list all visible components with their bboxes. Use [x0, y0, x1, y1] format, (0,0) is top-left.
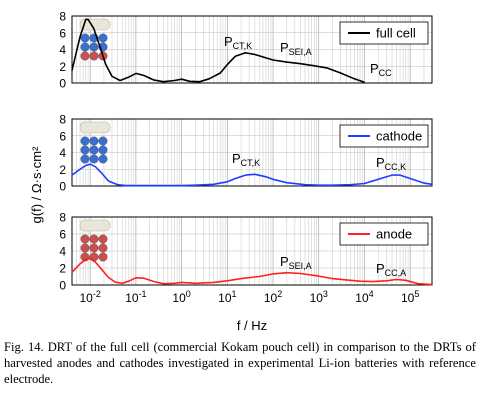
- x-tick-label: 100: [172, 289, 190, 305]
- x-tick-label: 10-2: [80, 289, 101, 305]
- y-tick-label: 6: [59, 26, 66, 40]
- x-tick-exponent: -1: [139, 289, 147, 299]
- x-tick-base: 10: [218, 291, 232, 305]
- peak-annotation-sub: CT,K: [241, 158, 261, 168]
- peak-annotation-sub: CC,A: [385, 268, 407, 278]
- peak-annotation-main: P: [376, 261, 385, 276]
- x-tick-exponent: 0: [186, 289, 191, 299]
- peak-annotation-sub: CC: [379, 68, 392, 78]
- x-tick-base: 10: [401, 291, 415, 305]
- x-tick-label: 101: [218, 289, 236, 305]
- y-tick-label: 0: [59, 77, 66, 91]
- peak-annotation-main: P: [232, 151, 241, 166]
- x-tick-base: 10: [172, 291, 186, 305]
- x-tick-label: 103: [310, 289, 328, 305]
- x-tick-exponent: 2: [277, 289, 282, 299]
- legend-box: [339, 21, 429, 45]
- peak-annotation-sub: SEI,A: [289, 261, 312, 271]
- y-tick-label: 6: [59, 228, 66, 242]
- x-tick-base: 10: [80, 291, 94, 305]
- peak-annotation-main: P: [370, 61, 379, 76]
- legend: full cell: [339, 21, 429, 45]
- x-tick-exponent: 5: [414, 289, 419, 299]
- plot-frame: [71, 118, 433, 187]
- peak-annotation: PSEI,A: [280, 40, 312, 57]
- peak-annotation: PCT,K: [224, 34, 252, 51]
- x-tick-base: 10: [125, 291, 139, 305]
- x-tick-exponent: 4: [369, 289, 374, 299]
- y-tick-label: 8: [59, 113, 66, 127]
- y-axis-label: g(f) / Ω·s·cm²: [29, 146, 44, 224]
- peak-annotation-main: P: [376, 155, 385, 170]
- x-tick-exponent: 1: [232, 289, 237, 299]
- legend-box: [339, 124, 429, 148]
- x-tick-label: 105: [401, 289, 419, 305]
- x-tick-label: 10-1: [125, 289, 146, 305]
- x-tick-base: 10: [310, 291, 324, 305]
- x-tick-label: 102: [264, 289, 282, 305]
- series-line-anode: [71, 257, 433, 286]
- y-tick-label: 2: [59, 262, 66, 276]
- peak-annotation-sub: CC,K: [385, 162, 407, 172]
- y-tick-label: 2: [59, 60, 66, 74]
- y-tick-label: 4: [59, 146, 66, 160]
- peak-annotation-sub: SEI,A: [289, 47, 312, 57]
- peak-annotation: PCT,K: [232, 151, 260, 168]
- y-tick-label: 6: [59, 129, 66, 143]
- plot-frame: [71, 15, 433, 84]
- y-tick-label: 8: [59, 211, 66, 225]
- legend-box: [339, 222, 429, 246]
- y-tick-label: 2: [59, 163, 66, 177]
- cell-stack-image: [79, 121, 111, 164]
- x-tick-base: 10: [355, 291, 369, 305]
- y-tick-label: 8: [59, 10, 66, 24]
- peak-annotation-sub: CT,K: [233, 41, 253, 51]
- figure-caption: Fig. 14. DRT of the full cell (commercia…: [4, 340, 476, 386]
- x-tick-exponent: -2: [93, 289, 101, 299]
- series-line-full-cell: [71, 18, 365, 83]
- x-tick-label: 104: [355, 289, 373, 305]
- y-tick-label: 0: [59, 180, 66, 194]
- peak-annotation: PCC: [370, 61, 392, 78]
- plot-frame: [71, 216, 433, 286]
- legend-label: cathode: [376, 129, 422, 144]
- peak-annotation: PCC,A: [376, 261, 406, 278]
- legend-label: full cell: [376, 26, 416, 41]
- peak-annotation-main: P: [280, 40, 289, 55]
- peak-annotation-main: P: [224, 34, 233, 49]
- cell-stack-image: [79, 18, 111, 61]
- series-line-cathode: [71, 163, 433, 187]
- peak-annotation-main: P: [280, 254, 289, 269]
- peak-annotation: PSEI,A: [280, 254, 312, 271]
- x-tick-exponent: 3: [323, 289, 328, 299]
- y-tick-label: 0: [59, 279, 66, 293]
- legend-label: anode: [376, 227, 412, 242]
- cell-stack-image: [79, 219, 111, 262]
- y-tick-label: 4: [59, 43, 66, 57]
- peak-annotation: PCC,K: [376, 155, 406, 172]
- y-tick-label: 4: [59, 245, 66, 259]
- legend: cathode: [339, 124, 429, 148]
- legend: anode: [339, 222, 429, 246]
- x-axis-label: f / Hz: [237, 318, 267, 333]
- x-tick-base: 10: [264, 291, 278, 305]
